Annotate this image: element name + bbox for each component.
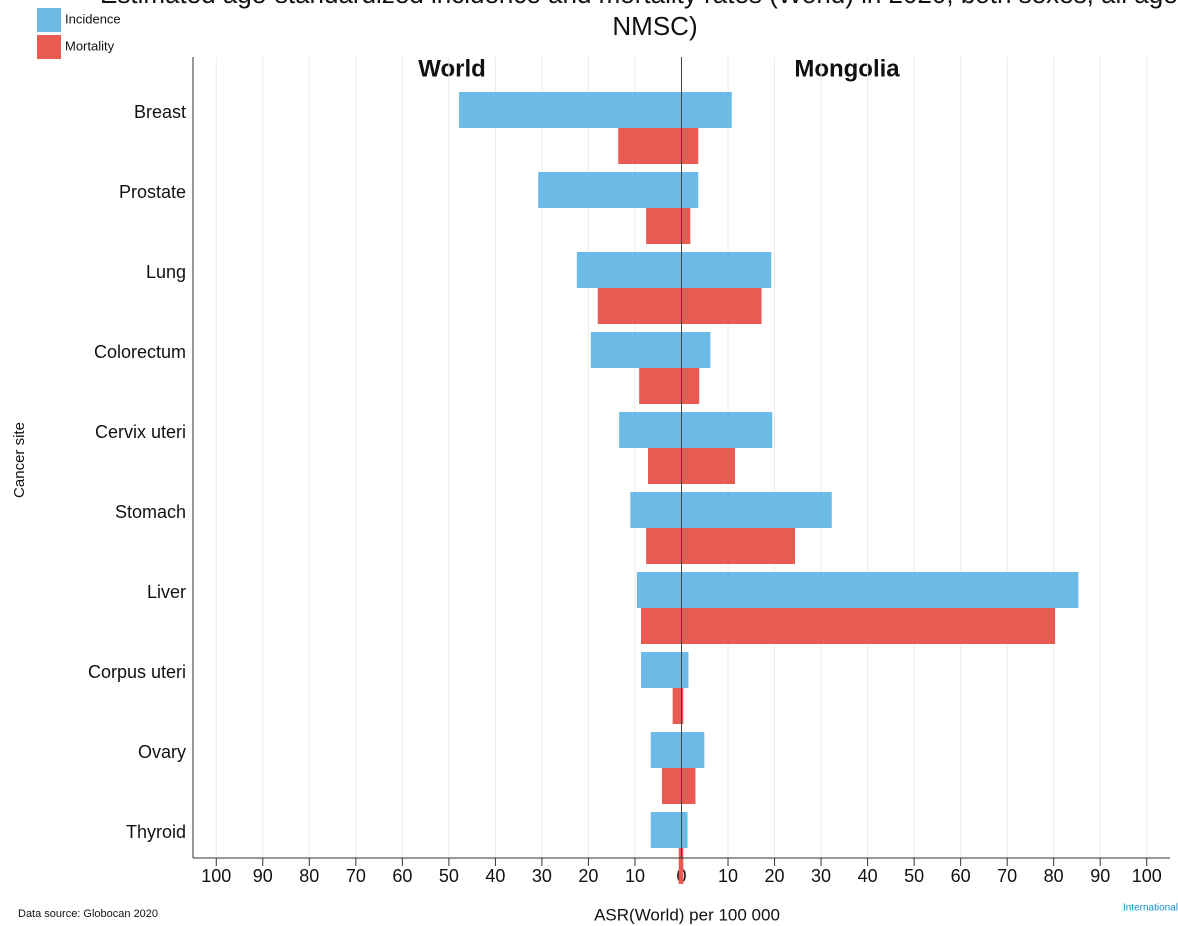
x-tick-label: 60 — [392, 866, 412, 886]
bar — [681, 412, 773, 448]
legend-swatch — [37, 35, 61, 59]
y-tick-label: Colorectum — [94, 342, 186, 362]
source: Data source: Globocan 2020 — [18, 908, 158, 920]
y-tick-label: Lung — [146, 262, 186, 282]
x-tick-label: 100 — [1132, 866, 1162, 886]
y-tick-label: Breast — [134, 102, 186, 122]
bar — [619, 412, 682, 448]
bar — [641, 608, 682, 644]
chart-title: Estimated age-standardized incidence and… — [100, 0, 1178, 9]
x-tick-label: 20 — [578, 866, 598, 886]
bar — [590, 332, 682, 368]
x-tick-label: 90 — [1090, 866, 1110, 886]
x-tick-label: 30 — [532, 866, 552, 886]
bar — [681, 528, 796, 564]
x-tick-label: 70 — [997, 866, 1017, 886]
bar — [650, 732, 682, 768]
y-tick-label: Prostate — [119, 182, 186, 202]
bar — [650, 812, 682, 848]
bar — [681, 208, 691, 244]
bar — [681, 252, 772, 288]
x-tick-label: 70 — [346, 866, 366, 886]
bar — [538, 172, 682, 208]
bar — [459, 92, 682, 128]
x-tick-label: 10 — [625, 866, 645, 886]
bar — [576, 252, 682, 288]
y-tick-label: Cervix uteri — [95, 422, 186, 442]
bar — [678, 848, 682, 884]
logo: International — [1123, 903, 1178, 914]
x-tick-label: 50 — [439, 866, 459, 886]
x-tick-label: 10 — [718, 866, 738, 886]
x-tick-label: 40 — [485, 866, 505, 886]
bar — [636, 572, 682, 608]
bar — [639, 368, 682, 404]
bar — [681, 288, 762, 324]
bar — [672, 688, 682, 724]
bar — [681, 448, 736, 484]
bar — [681, 848, 684, 884]
y-tick-label: Stomach — [115, 502, 186, 522]
x-tick-label: 80 — [1044, 866, 1064, 886]
bar — [661, 768, 682, 804]
y-tick-label: Ovary — [138, 742, 186, 762]
x-tick-label: 40 — [858, 866, 878, 886]
bar — [681, 92, 732, 128]
x-tick-label: 60 — [951, 866, 971, 886]
bar — [646, 528, 682, 564]
bar — [681, 128, 699, 164]
legend-label: Mortality — [65, 38, 115, 53]
panel-label: World — [418, 55, 486, 82]
bar — [681, 332, 711, 368]
bar — [648, 448, 682, 484]
bar — [681, 768, 696, 804]
bar — [681, 608, 1056, 644]
legend-swatch — [37, 8, 61, 32]
bar — [681, 368, 700, 404]
bar — [630, 492, 682, 528]
bar — [681, 492, 832, 528]
x-axis-label: ASR(World) per 100 000 — [594, 905, 780, 924]
chart-title: NMSC) — [612, 11, 697, 41]
bar — [681, 172, 699, 208]
x-tick-label: 100 — [201, 866, 231, 886]
bar — [597, 288, 682, 324]
y-tick-label: Corpus uteri — [88, 662, 186, 682]
bar — [681, 732, 705, 768]
x-tick-label: 30 — [811, 866, 831, 886]
panel-label: Mongolia — [794, 55, 900, 82]
y-tick-label: Thyroid — [126, 822, 186, 842]
y-tick-label: Liver — [147, 582, 186, 602]
x-tick-label: 50 — [904, 866, 924, 886]
bar — [681, 572, 1079, 608]
legend-label: Incidence — [65, 11, 121, 26]
x-tick-label: 80 — [299, 866, 319, 886]
x-tick-label: 20 — [765, 866, 785, 886]
bar — [641, 652, 682, 688]
x-tick-label: 90 — [253, 866, 273, 886]
bar — [681, 812, 688, 848]
bar — [681, 652, 689, 688]
bar — [681, 688, 684, 724]
y-axis-label: Cancer site — [11, 422, 28, 498]
bar — [646, 208, 682, 244]
bar — [618, 128, 682, 164]
